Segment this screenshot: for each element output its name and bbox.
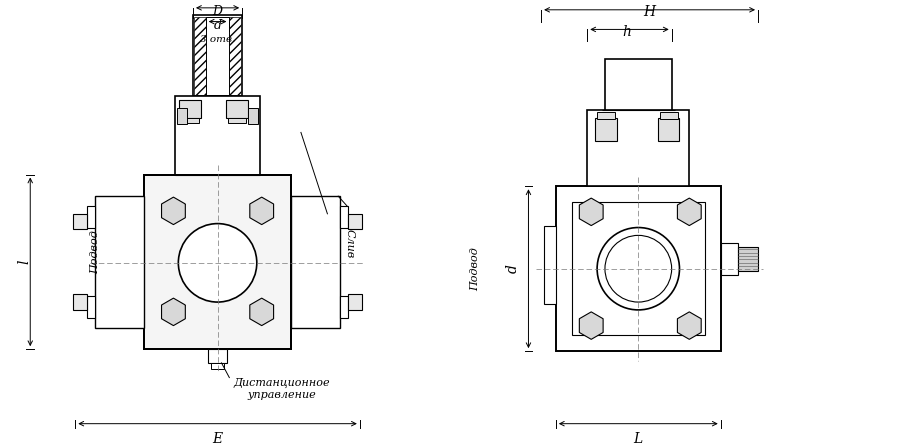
Circle shape xyxy=(178,224,256,302)
Polygon shape xyxy=(250,298,274,325)
Bar xyxy=(291,196,340,328)
Bar xyxy=(194,17,207,95)
Bar xyxy=(660,112,678,118)
Bar xyxy=(177,108,187,123)
Text: h: h xyxy=(622,25,631,38)
Polygon shape xyxy=(580,312,603,339)
Bar xyxy=(74,294,87,310)
Bar xyxy=(211,363,224,369)
Bar xyxy=(556,186,721,351)
Bar xyxy=(229,118,246,123)
Bar xyxy=(595,118,616,141)
Text: управление: управление xyxy=(247,390,316,400)
Bar xyxy=(605,59,671,110)
Bar xyxy=(144,175,291,349)
Bar xyxy=(227,100,248,118)
Bar xyxy=(348,294,362,310)
Bar xyxy=(348,214,362,229)
Text: d: d xyxy=(506,264,520,273)
Bar xyxy=(206,17,230,95)
Circle shape xyxy=(597,228,680,310)
Text: D: D xyxy=(212,5,222,18)
Bar xyxy=(179,100,201,118)
Bar xyxy=(248,108,257,123)
Bar xyxy=(193,15,242,96)
Polygon shape xyxy=(678,198,701,226)
Text: Подвод: Подвод xyxy=(471,247,481,291)
Polygon shape xyxy=(580,198,603,226)
Bar xyxy=(208,349,228,363)
Circle shape xyxy=(253,303,271,320)
Text: E: E xyxy=(212,431,222,446)
Bar xyxy=(658,118,680,141)
Text: Подвод: Подвод xyxy=(90,230,100,274)
Bar xyxy=(176,96,260,175)
Text: l: l xyxy=(17,260,32,264)
Bar xyxy=(572,202,705,335)
Polygon shape xyxy=(250,197,274,224)
Circle shape xyxy=(680,317,698,334)
Circle shape xyxy=(253,202,271,219)
Text: d: d xyxy=(213,19,221,32)
Circle shape xyxy=(680,203,698,221)
Circle shape xyxy=(582,203,600,221)
Bar xyxy=(721,243,738,274)
Bar xyxy=(229,17,241,95)
Circle shape xyxy=(582,317,600,334)
Circle shape xyxy=(165,202,183,219)
Circle shape xyxy=(165,303,183,320)
Bar xyxy=(74,214,87,229)
Text: L: L xyxy=(634,431,643,446)
Bar xyxy=(738,247,758,271)
Bar xyxy=(340,206,348,228)
Bar xyxy=(95,196,144,328)
Text: 3 отв.: 3 отв. xyxy=(200,35,235,44)
Bar xyxy=(87,206,95,228)
Bar xyxy=(87,296,95,318)
Polygon shape xyxy=(161,197,185,224)
Polygon shape xyxy=(161,298,185,325)
Circle shape xyxy=(605,236,671,302)
Bar xyxy=(597,112,615,118)
Bar xyxy=(181,118,199,123)
Bar xyxy=(144,175,291,349)
Text: H: H xyxy=(643,5,655,19)
Text: Дистанционное: Дистанционное xyxy=(233,377,329,388)
Bar xyxy=(544,226,556,304)
Polygon shape xyxy=(678,312,701,339)
Bar xyxy=(340,296,348,318)
Text: Слив: Слив xyxy=(345,228,355,258)
Bar xyxy=(588,110,689,186)
